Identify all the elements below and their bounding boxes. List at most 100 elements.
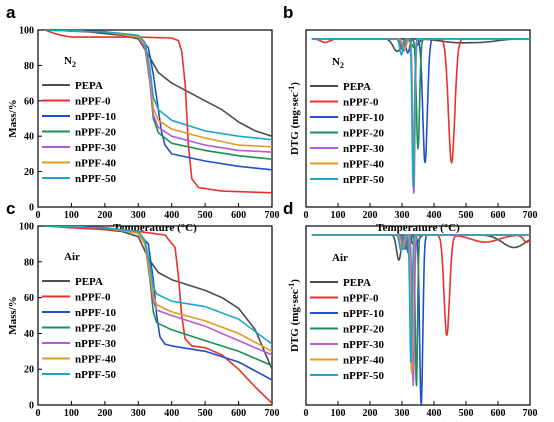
legend-label: nPPF-20 [75,127,116,139]
legend-label: nPPF-50 [343,174,384,186]
legend-label: nPPF-0 [75,292,111,304]
legend-label: nPPF-40 [75,354,116,366]
panel-c: c0100200300400500600700020406080100Tempe… [6,199,280,422]
y-tick-label: 60 [24,293,34,304]
x-tick-label: 300 [131,408,146,419]
legend-label: nPPF-50 [75,173,116,185]
y-tick-label: 80 [24,61,34,72]
y-tick-label: 40 [24,329,34,340]
legend-label: nPPF-0 [75,96,111,108]
legend-label: PEPA [343,81,371,93]
plot-frame [37,225,273,406]
panel-letter: b [283,3,293,22]
legend-label: nPPF-30 [343,143,384,155]
x-tick-label: 100 [331,408,346,419]
series-line-nppf-0 [43,30,272,194]
legend-label: nPPF-40 [343,159,384,171]
y-tick-label: 80 [24,257,34,268]
x-tick-label: 400 [427,408,442,419]
y-axis-title: DTG (mg·sec-1) [287,279,301,352]
legend-label: nPPF-20 [343,324,384,336]
x-tick-label: 500 [198,210,213,221]
panel-d: d0 100 200 300 400 500 600 700 Temperature (°C) D… [283,199,538,422]
plot-frame [305,225,531,406]
x-tick-label: 0 [36,408,41,419]
legend-label: nPPF-50 [343,370,384,382]
series-group [311,234,530,405]
series-line-pepa [43,30,272,137]
y-axis-title: Mass/% [7,99,19,138]
x-tick-label: 400 [164,210,179,221]
x-axis-title: Temperature (°C) [376,420,460,422]
series-group [43,226,272,404]
legend-label: nPPF-10 [343,308,384,320]
x-tick-label: 200 [97,408,112,419]
legend: PEPA nPPF-0 nPPF-10 nPPF-20 nPPF-30 nPPF-40 nP… [42,276,116,381]
panel-letter: a [6,3,16,22]
y-tick-label: 0 [29,203,34,214]
legend-label: nPPF-0 [343,97,379,109]
series-line-nppf-30 [43,226,272,356]
series-line-nppf-40 [43,226,272,353]
atmosphere-label: Air [332,252,348,264]
x-tick-label: 100 [64,408,79,419]
x-axis-title: Temperature (°C) [113,420,197,422]
x-tick-label: 100 [64,210,79,221]
x-tick-label: 500 [198,408,213,419]
x-tick-label: 0 [36,210,41,221]
y-axis-title: Mass/% [7,296,19,335]
plot-frame [305,29,531,208]
plot-frame [37,29,273,208]
series-line-nppf-50 [311,38,530,189]
legend-label: nPPF-20 [75,323,116,335]
y-tick-label: 20 [24,167,34,178]
x-tick-label: 600 [491,408,506,419]
atmosphere-label: N2 [332,56,344,70]
x-tick-label: 300 [395,210,410,221]
x-tick-label: 700 [523,408,538,419]
series-group [311,38,530,194]
series-line-nppf-50 [43,226,272,345]
x-tick-label: 600 [231,210,246,221]
atmosphere-label: Air [64,251,80,263]
series-line-nppf-50 [43,30,272,141]
legend-label: PEPA [343,277,371,289]
x-tick-label: 200 [363,408,378,419]
legend-label: nPPF-40 [343,355,384,367]
x-tick-label: 200 [363,210,378,221]
panel-b: b 0 100 200 300 400 500 600 700 Temperature (°C) D… [283,3,538,234]
x-tick-label: 600 [491,210,506,221]
x-tick-label: 400 [164,408,179,419]
legend-label: nPPF-30 [75,338,116,350]
series-line-nppf-40 [43,30,272,148]
series-line-nppf-50 [311,234,530,364]
x-tick-label: 500 [459,408,474,419]
x-tick-label: 100 [331,210,346,221]
legend-label: nPPF-10 [75,111,116,123]
x-tick-label: 300 [131,210,146,221]
legend-label: nPPF-50 [75,369,116,381]
legend-label: nPPF-10 [75,307,116,319]
y-tick-label: 60 [24,96,34,107]
legend-label: nPPF-20 [343,128,384,140]
panel-a: a0 100 200 300 400 500 600 700020406080100Tempe… [6,3,280,234]
y-tick-label: 100 [19,222,34,233]
x-tick-label: 200 [97,210,112,221]
legend-label: nPPF-30 [343,339,384,351]
legend-label: nPPF-10 [343,112,384,124]
x-tick-label: 500 [459,210,474,221]
legend: PEPA nPPF-0 nPPF-10 nPPF-20 nPPF-30 nPPF-40 nP… [310,81,384,186]
x-tick-label: 0 [304,210,309,221]
x-axis-title: Temperature (°C) [376,222,460,234]
x-tick-label: 700 [265,210,280,221]
panel-letter: c [6,199,15,218]
y-axis-title: DTG (mg·sec-1) [287,82,301,155]
y-tick-label: 40 [24,132,34,143]
x-tick-label: 700 [523,210,538,221]
panel-letter: d [283,199,293,218]
series-group [43,30,272,194]
x-tick-label: 300 [395,408,410,419]
atmosphere-label: N2 [64,55,76,69]
y-tick-label: 100 [19,26,34,37]
